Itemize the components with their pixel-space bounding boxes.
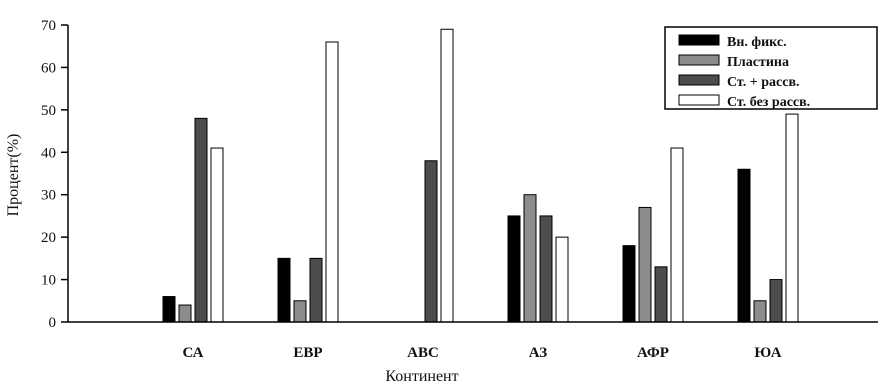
legend-label: Пластина [727, 55, 789, 70]
y-tick-label: 70 [41, 18, 56, 34]
legend-swatch [678, 54, 720, 66]
bar [753, 300, 767, 323]
bar [539, 215, 553, 323]
bar [622, 245, 636, 323]
x-axis: СА ЕВР АВС АЗ АФР ЮА [68, 321, 878, 361]
bar [769, 279, 783, 323]
x-tick-label: ЮА [754, 345, 781, 361]
legend-swatch [678, 34, 720, 46]
bar [309, 257, 323, 323]
y-tick-label: 60 [41, 60, 56, 76]
y-tick-label: 30 [41, 188, 56, 204]
legend-label: Вн. фикс. [727, 35, 787, 50]
legend-swatch [678, 94, 720, 106]
y-axis: 0 10 20 30 40 50 60 70 [41, 18, 69, 331]
x-tick-label: ЕВР [293, 345, 322, 361]
bar [277, 257, 291, 323]
x-axis-label: Континент [385, 368, 458, 385]
legend-swatch [678, 74, 720, 86]
bar [424, 160, 438, 323]
y-tick-label: 20 [41, 230, 56, 246]
bar [555, 236, 569, 323]
x-tick-label: АЗ [529, 345, 547, 361]
bar [162, 296, 176, 323]
bar [178, 304, 192, 323]
legend-label: Ст. + рассв. [727, 75, 800, 90]
y-tick-label: 0 [49, 315, 57, 331]
bar [785, 113, 799, 323]
x-tick-label: АФР [637, 345, 669, 361]
bar [293, 300, 307, 323]
bar [654, 266, 668, 323]
bar [737, 168, 751, 323]
x-tick-label: СА [183, 345, 204, 361]
bar [507, 215, 521, 323]
bar [523, 194, 537, 323]
legend-label: Ст. без рассв. [727, 95, 810, 110]
y-tick-label: 50 [41, 103, 56, 119]
y-tick-label: 40 [41, 145, 56, 161]
x-tick-label: АВС [407, 345, 439, 361]
y-tick-label: 10 [41, 273, 56, 289]
bar [638, 206, 652, 323]
bar [670, 147, 684, 323]
y-axis-label: Процент(%) [5, 134, 22, 217]
bar [194, 117, 208, 323]
bar [440, 28, 454, 323]
bar [325, 41, 339, 323]
legend: Вн. фикс. Пластина Ст. + рассв. Ст. без рас… [664, 26, 878, 110]
bar [210, 147, 224, 323]
